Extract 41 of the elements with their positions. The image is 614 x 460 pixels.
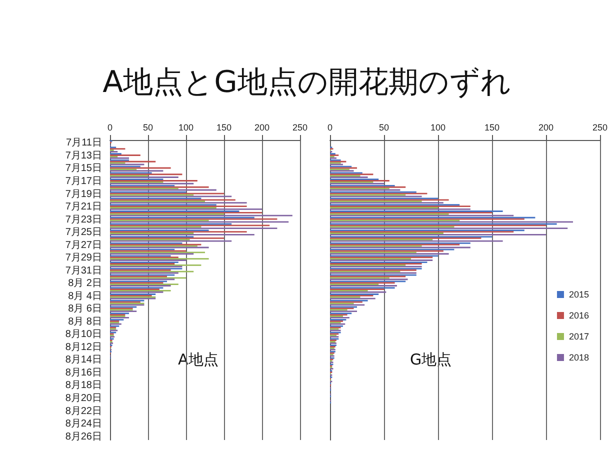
y-tick-label: 7月29日 [65,252,102,264]
y-tick-label: 8月16日 [65,367,102,378]
x-tick-label: 0 [107,122,113,132]
x-tick-label: 100 [178,122,194,132]
y-tick-label: 7月15日 [65,163,102,174]
y-tick-label: 8月 4日 [68,290,102,302]
legend-label: 2015 [568,290,590,300]
y-tick-label: 8月20日 [65,393,102,404]
y-tick-label: 7月11日 [66,138,102,149]
y-tick-label: 7月31日 [65,265,102,276]
legend-label: 2016 [568,310,590,320]
y-tick-label: 7月25日 [65,227,102,238]
x-tick-label: 250 [292,122,308,132]
x-tick-label: 250 [592,122,608,132]
y-tick-label: 8月10日 [65,329,102,340]
y-tick-label: 8月 6日 [68,304,102,315]
x-tick-label: 0 [327,122,333,132]
legend-label: 2018 [568,352,590,362]
y-tick-label: 8月18日 [65,380,102,392]
y-tick-label: 8月26日 [65,431,102,442]
x-tick-label: 50 [142,122,154,132]
legend-label: 2017 [568,332,590,342]
y-tick-label: 7月17日 [65,176,102,187]
y-tick-label: 7月19日 [65,188,102,200]
y-tick-label: 8月12日 [65,342,102,353]
x-tick-label: 50 [378,122,390,132]
y-tick-label: 7月13日 [65,150,102,162]
y-tick-label: 8月24日 [65,418,102,430]
x-tick-label: 150 [216,122,232,132]
y-tick-label: 8月 8日 [68,316,102,328]
y-tick-label: 8月22日 [65,406,102,417]
y-tick-label: 7月21日 [65,202,102,213]
y-tick-label: 8月14日 [65,354,102,366]
y-tick-label: 7月23日 [65,214,102,226]
chart-title: A地点とG地点の開花期のずれ [102,64,512,102]
x-tick-label: 200 [254,122,270,132]
x-tick-label: 100 [430,122,446,132]
x-tick-label: 150 [484,122,500,132]
x-tick-label: 200 [538,122,554,132]
y-tick-label: 7月27日 [65,240,102,251]
y-tick-label: 8月 2日 [68,278,102,290]
